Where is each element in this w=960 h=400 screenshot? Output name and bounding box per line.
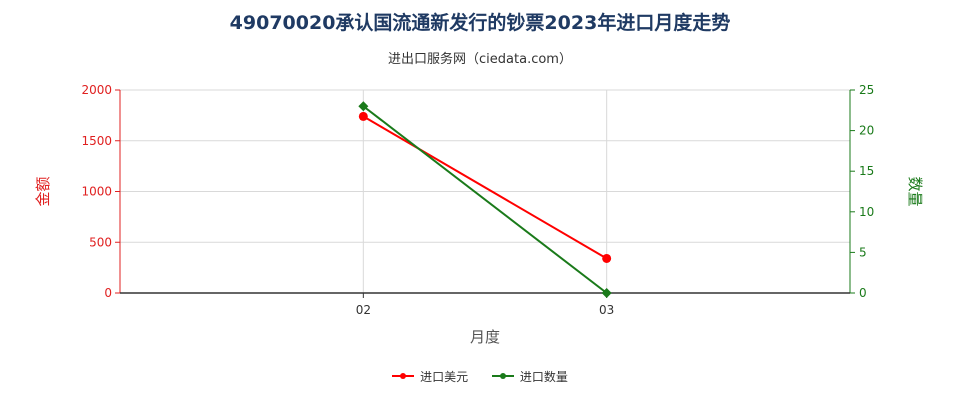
- x-axis-tick-label: 02: [356, 303, 371, 317]
- left-axis-tick-label: 2000: [81, 83, 112, 97]
- right-axis-tick-label: 25: [859, 83, 874, 97]
- chart-subtitle: 进出口服务网（ciedata.com）: [388, 52, 572, 67]
- series-line-0: [362, 115, 608, 260]
- data-point-1-1: [601, 288, 612, 298]
- legend: 进口美元 进口数量: [0, 366, 960, 385]
- series-layer: [358, 101, 612, 298]
- right-axis-title: 数量: [906, 176, 924, 206]
- x-axis-title: 月度: [470, 328, 500, 346]
- data-point-1-0: [358, 101, 369, 112]
- right-axis-tick-label: 5: [859, 245, 867, 259]
- right-axis-tick-label: 15: [859, 164, 874, 178]
- legend-label: 进口美元: [420, 369, 469, 384]
- x-axis-tick-label: 03: [599, 303, 614, 317]
- chart-title: 49070020承认国流通新发行的钞票2023年进口月度走势: [229, 12, 731, 34]
- left-axis-tick-label: 1500: [81, 134, 112, 148]
- legend-line-icon: [491, 373, 514, 379]
- left-axis-title: 金额: [34, 176, 52, 206]
- left-axis-tick-label: 0: [104, 286, 112, 300]
- legend-label: 进口数量: [519, 369, 568, 384]
- right-axis-tick-label: 0: [859, 286, 867, 300]
- right-axis-tick-label: 10: [859, 205, 874, 219]
- left-axis-tick-label: 1000: [81, 185, 112, 199]
- axes: 0 500 1000 1500 2000 02 03 0 5 10 15 20 25 月度 金额 数量: [34, 83, 924, 346]
- data-point-0-1: [602, 253, 612, 263]
- grid-lines: [120, 89, 850, 294]
- right-axis-tick-label: 20: [859, 124, 874, 138]
- data-point-0-0: [358, 111, 368, 121]
- left-axis-tick-label: 500: [89, 235, 112, 249]
- legend-line-icon: [392, 373, 415, 379]
- series-line-1: [362, 105, 608, 294]
- legend-item-import-qty[interactable]: 进口数量: [491, 368, 568, 385]
- legend-item-import-usd[interactable]: 进口美元: [392, 368, 468, 385]
